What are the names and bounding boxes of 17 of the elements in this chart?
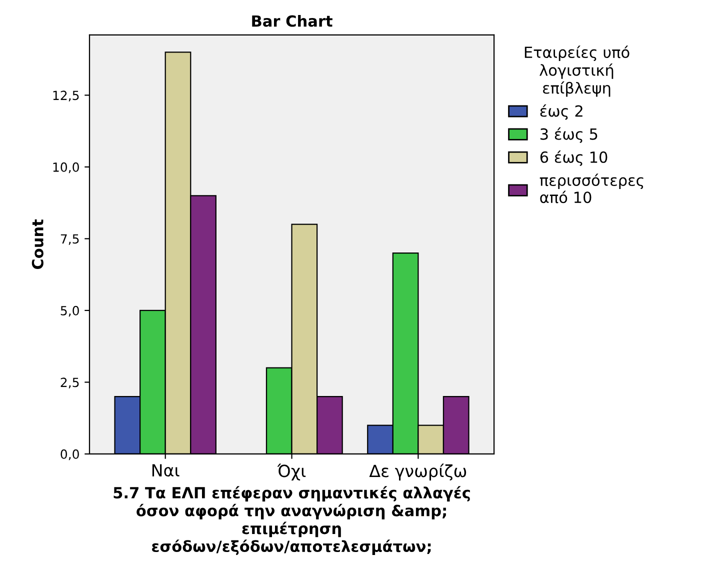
x-axis-title: 5.7 Τα ΕΛΠ επέφεραν σημαντικές αλλαγές όσον αφορά την αναγνώριση &amp; επιμέτρηση εσόδων/εξόδων/αποτελεσμάτων; (114, 486, 470, 556)
chart-title: Bar Chart (252, 14, 332, 27)
y-tick-label: 0,0 (60, 449, 79, 460)
legend-label: περισσότερες από 10 (540, 174, 644, 204)
x-tick-label: Δε γνωρίζω (369, 464, 466, 481)
y-axis-title: Count (32, 219, 44, 270)
legend-label: έως 2 (540, 104, 582, 120)
y-tick-label: 5,0 (60, 306, 79, 317)
legend-label: 6 έως 10 (540, 150, 608, 166)
legend-title: Εταιρείες υπό λογιστική επίβλεψη (524, 46, 630, 97)
x-tick-label: Ναι (152, 464, 180, 477)
y-tick-label: 10,0 (53, 162, 79, 174)
y-tick-label: 2,5 (60, 378, 79, 388)
y-tick-label: 7,5 (60, 234, 79, 245)
legend-label: 3 έως 5 (540, 127, 598, 143)
x-tick-label: Όχι (277, 464, 306, 480)
y-tick-label: 12,5 (53, 90, 79, 102)
